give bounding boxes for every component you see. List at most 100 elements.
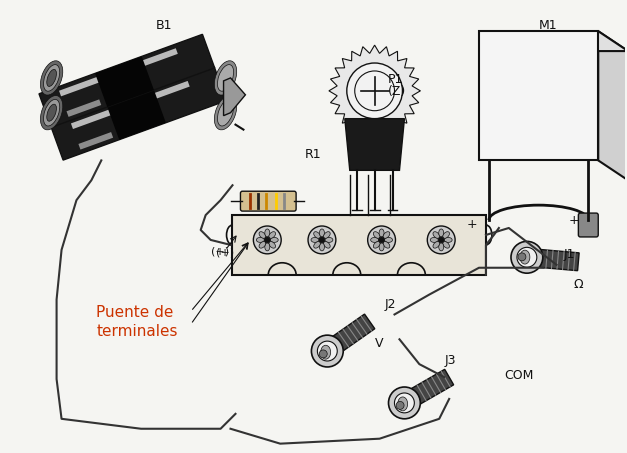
Ellipse shape	[371, 237, 379, 242]
Ellipse shape	[269, 231, 275, 238]
Ellipse shape	[443, 231, 450, 238]
Ellipse shape	[259, 231, 266, 238]
Ellipse shape	[43, 99, 60, 126]
Ellipse shape	[314, 231, 320, 238]
Text: COM: COM	[504, 369, 533, 382]
Ellipse shape	[325, 237, 333, 242]
Polygon shape	[329, 45, 420, 136]
FancyBboxPatch shape	[578, 213, 598, 237]
Polygon shape	[538, 250, 579, 271]
Polygon shape	[39, 34, 214, 127]
FancyBboxPatch shape	[233, 215, 486, 275]
FancyBboxPatch shape	[240, 191, 296, 211]
Circle shape	[511, 241, 543, 273]
Ellipse shape	[311, 237, 319, 242]
FancyBboxPatch shape	[479, 31, 598, 160]
Ellipse shape	[47, 104, 56, 121]
Text: R1: R1	[305, 149, 322, 161]
Ellipse shape	[439, 229, 444, 237]
Text: (+): (+)	[211, 247, 229, 257]
Text: J2: J2	[384, 298, 396, 311]
Polygon shape	[332, 314, 375, 352]
Polygon shape	[66, 99, 101, 117]
Text: B1: B1	[156, 19, 172, 32]
Ellipse shape	[324, 231, 330, 238]
Polygon shape	[224, 78, 245, 116]
Ellipse shape	[321, 345, 330, 359]
Ellipse shape	[320, 243, 324, 251]
Ellipse shape	[373, 231, 380, 238]
Ellipse shape	[398, 397, 408, 411]
Circle shape	[396, 401, 404, 410]
Circle shape	[308, 226, 336, 254]
Ellipse shape	[320, 229, 324, 237]
Ellipse shape	[270, 237, 278, 242]
Polygon shape	[78, 132, 113, 149]
Ellipse shape	[265, 243, 270, 251]
Polygon shape	[345, 119, 404, 170]
Text: V: V	[374, 337, 383, 350]
Circle shape	[379, 237, 384, 243]
Ellipse shape	[379, 243, 384, 251]
Ellipse shape	[379, 229, 384, 237]
Ellipse shape	[433, 241, 440, 248]
Ellipse shape	[214, 61, 237, 95]
Ellipse shape	[218, 65, 234, 91]
Ellipse shape	[314, 241, 320, 248]
Text: +: +	[569, 213, 579, 226]
Ellipse shape	[41, 96, 63, 130]
Circle shape	[518, 253, 526, 261]
Ellipse shape	[265, 229, 270, 237]
Ellipse shape	[324, 241, 330, 248]
Text: terminales: terminales	[97, 324, 178, 339]
Polygon shape	[598, 31, 627, 180]
Circle shape	[319, 237, 325, 243]
Ellipse shape	[41, 61, 63, 95]
Text: J1: J1	[564, 248, 575, 261]
Ellipse shape	[373, 241, 380, 248]
Ellipse shape	[383, 231, 390, 238]
Circle shape	[317, 341, 337, 361]
Ellipse shape	[433, 231, 440, 238]
Ellipse shape	[520, 250, 530, 264]
Polygon shape	[410, 369, 454, 405]
Circle shape	[438, 237, 444, 243]
Text: M1: M1	[539, 19, 557, 32]
Ellipse shape	[383, 241, 390, 248]
Ellipse shape	[444, 237, 452, 242]
Text: +: +	[467, 218, 478, 231]
Ellipse shape	[384, 237, 393, 242]
Text: Ω: Ω	[574, 278, 583, 291]
Polygon shape	[51, 67, 226, 160]
Circle shape	[312, 335, 343, 367]
Polygon shape	[479, 31, 627, 51]
Text: (Z): (Z)	[387, 85, 406, 98]
Circle shape	[253, 226, 281, 254]
Ellipse shape	[259, 241, 266, 248]
Circle shape	[319, 350, 327, 358]
Polygon shape	[107, 89, 166, 140]
Ellipse shape	[443, 241, 450, 248]
Circle shape	[517, 247, 537, 267]
Circle shape	[394, 393, 414, 413]
Ellipse shape	[218, 99, 234, 126]
Polygon shape	[95, 57, 154, 107]
Circle shape	[389, 387, 420, 419]
Circle shape	[265, 237, 270, 243]
Ellipse shape	[430, 237, 438, 242]
Text: Puente de: Puente de	[97, 304, 174, 319]
Ellipse shape	[43, 65, 60, 91]
Text: (+): (+)	[216, 248, 234, 258]
Polygon shape	[59, 48, 178, 96]
Text: J3: J3	[444, 354, 456, 367]
Circle shape	[367, 226, 396, 254]
Ellipse shape	[47, 69, 56, 87]
Polygon shape	[71, 81, 190, 129]
Circle shape	[427, 226, 455, 254]
Ellipse shape	[256, 237, 265, 242]
Text: P1: P1	[387, 73, 403, 86]
Ellipse shape	[214, 96, 237, 130]
Ellipse shape	[269, 241, 275, 248]
Circle shape	[347, 63, 403, 119]
Ellipse shape	[439, 243, 444, 251]
